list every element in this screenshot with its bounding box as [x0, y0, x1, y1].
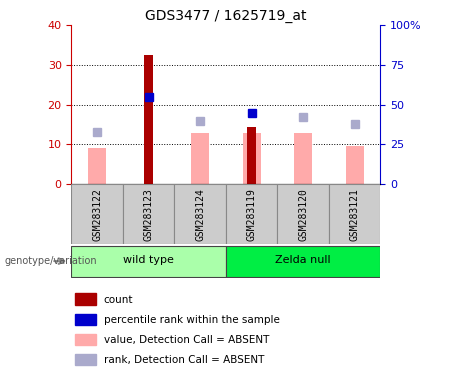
Bar [71, 184, 123, 244]
Bar [294, 132, 312, 184]
Bar [226, 184, 278, 244]
Bar [191, 132, 209, 184]
Bar [174, 184, 226, 244]
Bar [346, 146, 364, 184]
Text: value, Detection Call = ABSENT: value, Detection Call = ABSENT [104, 335, 269, 345]
Text: percentile rank within the sample: percentile rank within the sample [104, 315, 279, 325]
Bar [144, 55, 154, 184]
Text: count: count [104, 295, 133, 305]
Bar [75, 293, 96, 305]
Text: GSM283124: GSM283124 [195, 188, 205, 240]
Bar [247, 127, 256, 184]
Bar [329, 184, 380, 244]
Text: GSM283119: GSM283119 [247, 188, 257, 240]
Text: wild type: wild type [123, 255, 174, 265]
Bar [75, 334, 96, 345]
Bar [242, 132, 260, 184]
Text: rank, Detection Call = ABSENT: rank, Detection Call = ABSENT [104, 355, 264, 365]
Bar [226, 246, 380, 276]
Bar [278, 184, 329, 244]
Text: genotype/variation: genotype/variation [5, 256, 97, 266]
Bar [88, 149, 106, 184]
Text: Zelda null: Zelda null [275, 255, 331, 265]
Bar [75, 354, 96, 366]
Bar [75, 314, 96, 325]
Bar [71, 246, 226, 276]
Bar [123, 184, 174, 244]
Text: GSM283120: GSM283120 [298, 188, 308, 240]
Text: GSM283122: GSM283122 [92, 188, 102, 240]
Title: GDS3477 / 1625719_at: GDS3477 / 1625719_at [145, 8, 307, 23]
Text: GSM283123: GSM283123 [144, 188, 154, 240]
Text: GSM283121: GSM283121 [349, 188, 360, 240]
